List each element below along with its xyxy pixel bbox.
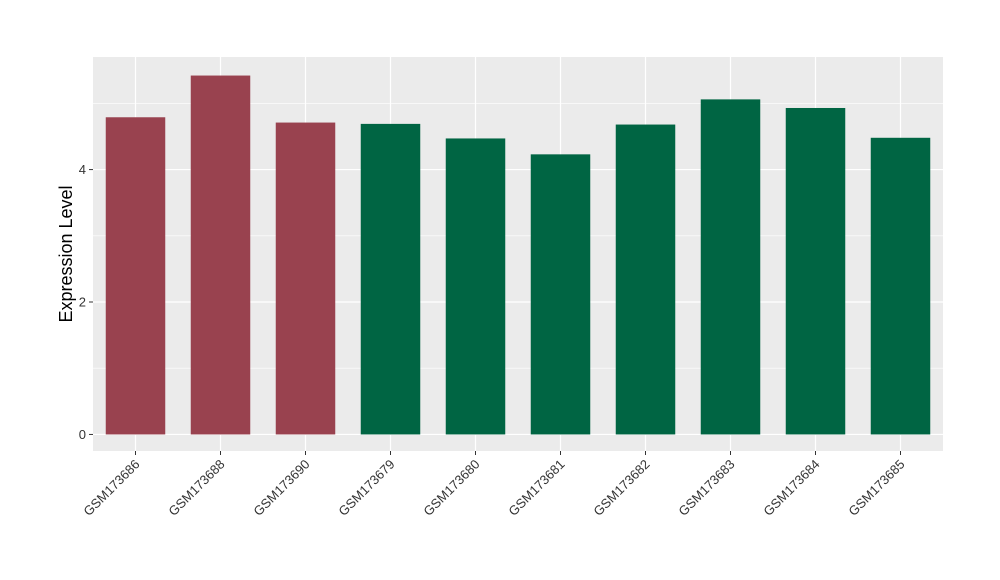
bar	[445, 138, 506, 435]
x-tick-label: GSM173680	[420, 457, 482, 519]
bar	[615, 124, 676, 435]
bar	[530, 154, 591, 435]
bar	[275, 122, 336, 435]
x-tick-label: GSM173683	[675, 457, 737, 519]
y-tick-label: 2	[79, 295, 86, 310]
x-tick-label: GSM173685	[845, 457, 907, 519]
x-tick-label: GSM173686	[80, 457, 142, 519]
x-axis: GSM173686 GSM173688 GSM173690 GSM173679 GSM1…	[80, 451, 908, 519]
x-tick-label: GSM173684	[760, 457, 822, 519]
x-tick-label: GSM173679	[335, 457, 397, 519]
y-axis-title: Expression Level	[56, 185, 76, 322]
x-tick-label: GSM173682	[590, 457, 652, 519]
x-tick-label: GSM173688	[165, 457, 227, 519]
bars	[105, 75, 931, 435]
bar	[700, 99, 761, 435]
y-axis: 0 2 4	[79, 162, 93, 442]
bar	[785, 107, 846, 435]
y-tick-label: 4	[79, 162, 86, 177]
x-tick-label: GSM173681	[505, 457, 567, 519]
bar	[105, 117, 166, 435]
bar	[190, 75, 251, 435]
x-tick-label: GSM173690	[250, 457, 312, 519]
bar	[870, 137, 931, 435]
bar	[360, 123, 421, 435]
y-tick-label: 0	[79, 427, 86, 442]
